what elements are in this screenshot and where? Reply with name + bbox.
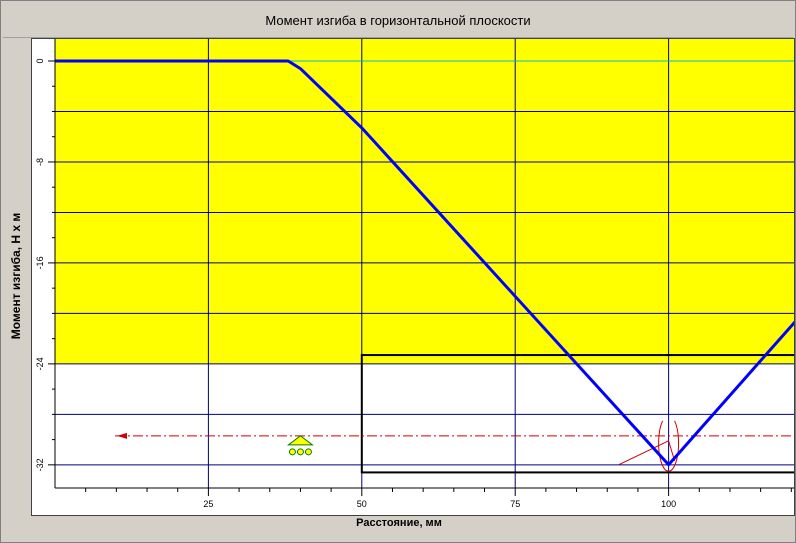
- y-tick-label: -8: [35, 158, 45, 166]
- x-axis-ruler: [55, 488, 794, 515]
- support-roller-icon: [304, 448, 312, 456]
- bending-moment-chart: 2550751001251501752002250-8-16-24-32: [32, 39, 794, 515]
- x-tick-label: 50: [357, 499, 367, 509]
- chart-title: Момент изгиба в горизонтальной плоскости: [3, 3, 793, 38]
- bending-moment-line: [55, 59, 794, 467]
- y-tick-label: -16: [35, 256, 45, 269]
- force-arrow-icon: [618, 440, 669, 466]
- y-tick-label: 0: [35, 58, 45, 63]
- plot-background: [55, 39, 794, 364]
- y-tick-label: -24: [35, 357, 45, 370]
- y-tick-column: [32, 39, 55, 488]
- x-tick-label: 25: [203, 499, 213, 509]
- shaft-drawing-area: [55, 363, 794, 488]
- x-tick-label: 75: [510, 499, 520, 509]
- support-roller-icon: [288, 448, 296, 456]
- y-tick-label: -32: [35, 458, 45, 471]
- shaft-segment-outline: [360, 354, 794, 474]
- centerline-arrow-icon: [117, 432, 127, 439]
- moment-arrow-icon: [658, 420, 680, 472]
- support-icon: [286, 435, 314, 446]
- y-axis-label-area: Момент изгиба, H x м: [3, 38, 29, 514]
- plot-frame: 2550751001251501752002250-8-16-24-32: [31, 38, 795, 516]
- x-axis-label: Расстояние, мм: [356, 517, 442, 529]
- x-tick-label: 100: [661, 499, 676, 509]
- support-roller-icon: [296, 448, 304, 456]
- y-axis-label: Момент изгиба, H x м: [9, 212, 23, 340]
